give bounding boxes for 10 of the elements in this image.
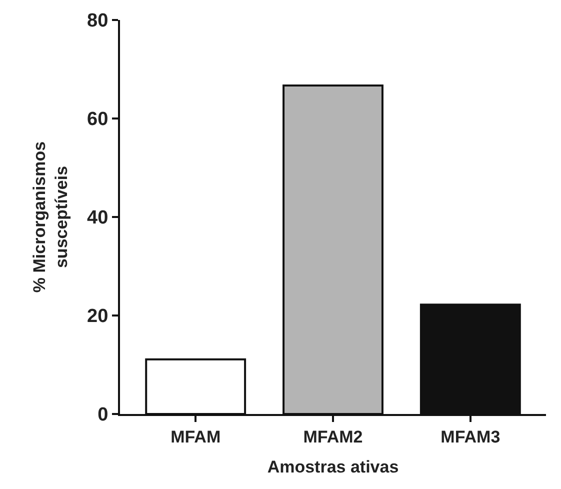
y-tick-label: 0 [98,404,108,426]
x-axis-title: Amostras ativas [267,457,399,476]
y-axis-title: % Microrganismos susceptíveis [30,141,72,293]
x-tick-label: MFAM3 [440,427,500,446]
y-tick-label: 20 [87,306,108,328]
y-tick-label: 60 [87,109,108,130]
y-tick-label: 40 [87,208,108,229]
x-tick-label: MFAM [170,427,221,446]
x-tick-label: MFAM2 [303,427,363,446]
y-tick-label: 80 [87,10,108,32]
